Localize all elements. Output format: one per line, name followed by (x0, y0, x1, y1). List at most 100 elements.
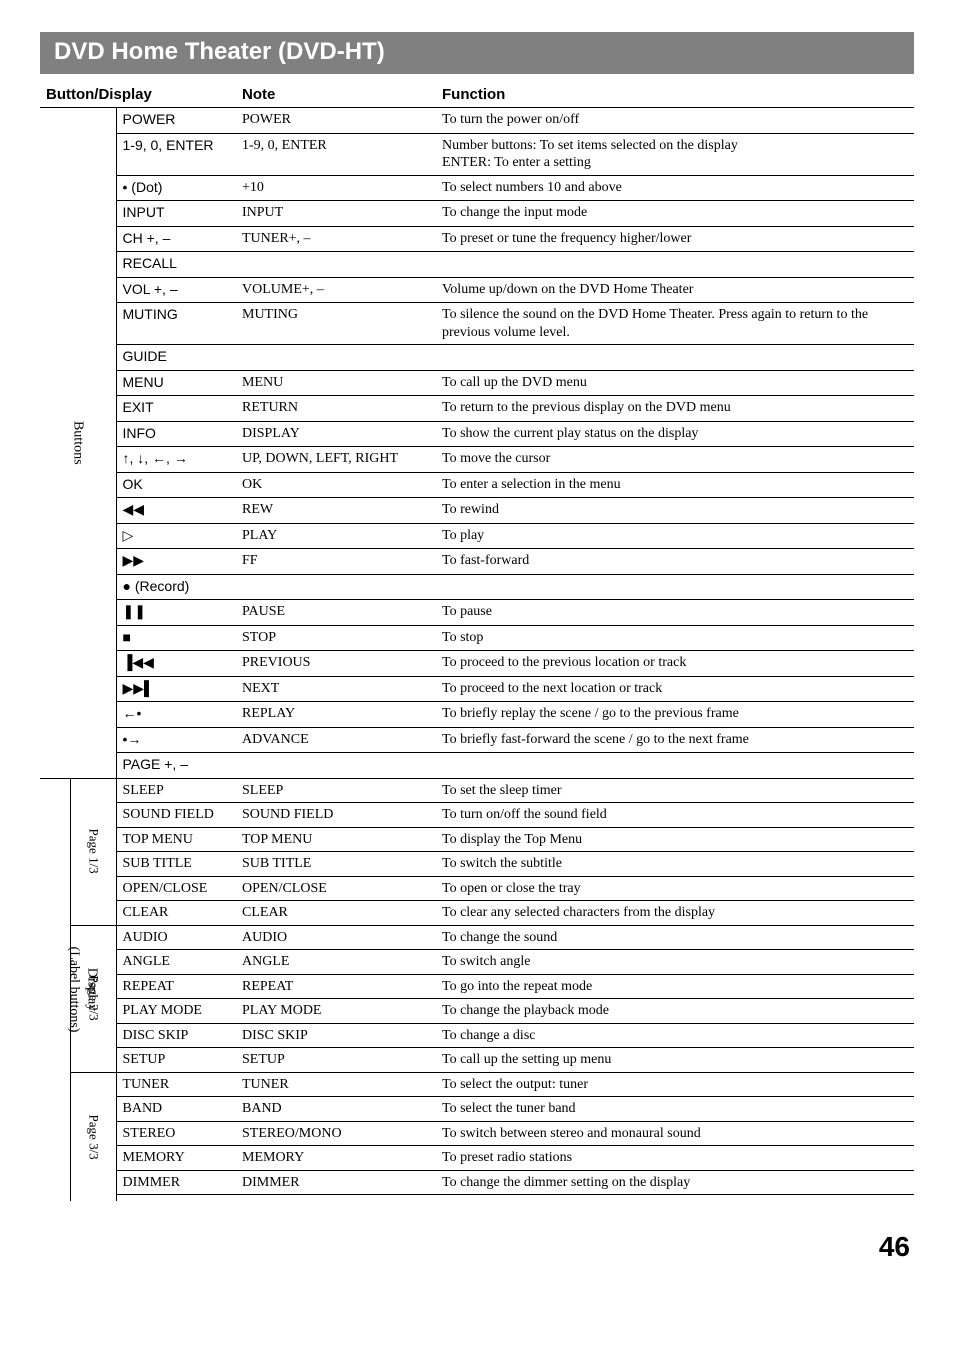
cell-function (436, 252, 914, 278)
cell-note: TUNER+, – (236, 226, 436, 252)
cell-function: To change a disc (436, 1023, 914, 1048)
cell-note: MEMORY (236, 1146, 436, 1171)
cell-button: RECALL (116, 252, 236, 278)
table-row: ▐◀◀PREVIOUSTo proceed to the previous lo… (40, 651, 914, 677)
group-buttons: Buttons (40, 108, 116, 779)
cell-note: SOUND FIELD (236, 803, 436, 828)
cell-button: OPEN/CLOSE (116, 876, 236, 901)
table-row: MEMORYMEMORYTo preset radio stations (40, 1146, 914, 1171)
cell-button: 1-9, 0, ENTER (116, 133, 236, 175)
cell-button: INFO (116, 421, 236, 447)
cell-button: GUIDE (116, 345, 236, 371)
cell-function: To select the tuner band (436, 1097, 914, 1122)
cell-button: POWER (116, 108, 236, 134)
cell-note: SETUP (236, 1048, 436, 1073)
cell-button: AUDIO (116, 925, 236, 950)
cell-function: To briefly replay the scene / go to the … (436, 702, 914, 728)
cell-button: •→ (116, 727, 236, 753)
cell-note: AUDIO (236, 925, 436, 950)
cell-button: ■ (116, 625, 236, 651)
cell-button: ↑, ↓, ←, → (116, 447, 236, 473)
table-row: BANDBANDTo select the tuner band (40, 1097, 914, 1122)
cell-function (436, 753, 914, 779)
cell-note: MUTING (236, 303, 436, 345)
cell-note: DISPLAY (236, 421, 436, 447)
cell-function: To preset or tune the frequency higher/l… (436, 226, 914, 252)
subgroup-page: Page 3/3 (70, 1072, 116, 1201)
cell-function: To switch the subtitle (436, 852, 914, 877)
cell-note: BAND (236, 1097, 436, 1122)
cell-note: NEXT (236, 676, 436, 702)
cell-note: SLEEP (236, 778, 436, 803)
cell-function: To go into the repeat mode (436, 974, 914, 999)
cell-function: To turn on/off the sound field (436, 803, 914, 828)
table-row (40, 1195, 914, 1202)
table-row: OPEN/CLOSEOPEN/CLOSETo open or close the… (40, 876, 914, 901)
cell-function: To proceed to the previous location or t… (436, 651, 914, 677)
cell-note: OPEN/CLOSE (236, 876, 436, 901)
cell-function: To rewind (436, 498, 914, 524)
header-function: Function (436, 84, 914, 108)
cell-note: MENU (236, 370, 436, 396)
cell-note: STEREO/MONO (236, 1121, 436, 1146)
cell-note: ADVANCE (236, 727, 436, 753)
table-row: ▶▶▌NEXTTo proceed to the next location o… (40, 676, 914, 702)
cell-note: 1-9, 0, ENTER (236, 133, 436, 175)
cell-note (236, 252, 436, 278)
cell-button: PLAY MODE (116, 999, 236, 1024)
cell-function (436, 1195, 914, 1202)
cell-function: To show the current play status on the d… (436, 421, 914, 447)
cell-function (436, 345, 914, 371)
cell-note: REPLAY (236, 702, 436, 728)
cell-note: PLAY MODE (236, 999, 436, 1024)
cell-note: STOP (236, 625, 436, 651)
cell-button: ❚❚ (116, 600, 236, 626)
cell-note: POWER (236, 108, 436, 134)
cell-button: CH +, – (116, 226, 236, 252)
cell-function: To stop (436, 625, 914, 651)
cell-button: ▐◀◀ (116, 651, 236, 677)
cell-function: To briefly fast-forward the scene / go t… (436, 727, 914, 753)
table-row: MENUMENUTo call up the DVD menu (40, 370, 914, 396)
cell-function: To change the input mode (436, 201, 914, 227)
cell-button: DISC SKIP (116, 1023, 236, 1048)
cell-function: Number buttons: To set items selected on… (436, 133, 914, 175)
cell-button: ▶▶ (116, 549, 236, 575)
cell-note: SUB TITLE (236, 852, 436, 877)
cell-button: • (Dot) (116, 175, 236, 201)
cell-function: To switch angle (436, 950, 914, 975)
cell-button: TOP MENU (116, 827, 236, 852)
cell-button: DIMMER (116, 1170, 236, 1195)
table-row: EXITRETURNTo return to the previous disp… (40, 396, 914, 422)
cell-button: SLEEP (116, 778, 236, 803)
cell-function: To call up the setting up menu (436, 1048, 914, 1073)
cell-button: VOL +, – (116, 277, 236, 303)
table-row: •→ADVANCETo briefly fast-forward the sce… (40, 727, 914, 753)
cell-function: To proceed to the next location or track (436, 676, 914, 702)
table-row: CLEARCLEARTo clear any selected characte… (40, 901, 914, 926)
cell-function: To call up the DVD menu (436, 370, 914, 396)
table-row: ❚❚PAUSETo pause (40, 600, 914, 626)
table-row: ANGLEANGLETo switch angle (40, 950, 914, 975)
group-display: Display(Label buttons) (40, 778, 70, 1201)
cell-function: To set the sleep timer (436, 778, 914, 803)
cell-note: DIMMER (236, 1170, 436, 1195)
cell-function: To fast-forward (436, 549, 914, 575)
cell-note: PREVIOUS (236, 651, 436, 677)
cell-function: To play (436, 523, 914, 549)
cell-button: ◀◀ (116, 498, 236, 524)
table-row: SETUPSETUPTo call up the setting up menu (40, 1048, 914, 1073)
cell-button: SUB TITLE (116, 852, 236, 877)
cell-function: To turn the power on/off (436, 108, 914, 134)
cell-button: MENU (116, 370, 236, 396)
table-row: SUB TITLESUB TITLETo switch the subtitle (40, 852, 914, 877)
cell-note: VOLUME+, – (236, 277, 436, 303)
cell-note (236, 574, 436, 600)
cell-button: SETUP (116, 1048, 236, 1073)
table-row: RECALL (40, 252, 914, 278)
table-row: ▷PLAYTo play (40, 523, 914, 549)
cell-note: RETURN (236, 396, 436, 422)
table-row: INFODISPLAYTo show the current play stat… (40, 421, 914, 447)
cell-button: OK (116, 472, 236, 498)
table-row: • (Dot)+10To select numbers 10 and above (40, 175, 914, 201)
